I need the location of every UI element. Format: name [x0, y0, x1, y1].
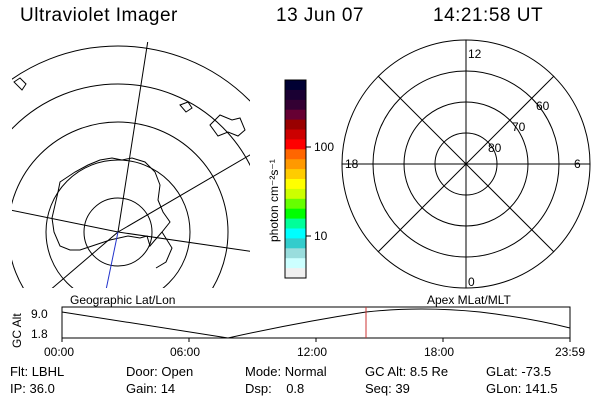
colorbar-segment	[285, 188, 306, 200]
date-readout: 13 Jun 07	[276, 5, 364, 26]
altitude-curve	[61, 308, 571, 339]
colorbar-segment	[285, 99, 306, 111]
mlt-label-18: 18	[345, 157, 359, 171]
geographic-map	[12, 42, 250, 288]
colorbar-segment	[285, 129, 306, 140]
colorbar-segment	[285, 179, 306, 190]
status-mode: Mode: Normal	[245, 364, 327, 379]
colorbar-tick-10: 10	[314, 229, 328, 243]
colorbar-segment	[285, 228, 306, 239]
mlat-label-70: 70	[512, 120, 526, 134]
altitude-plot	[61, 306, 571, 342]
colorbar-segment	[285, 109, 306, 121]
altitude-ytick-1-8: 1.8	[31, 327, 48, 341]
polar-mlt-plot	[341, 39, 591, 289]
colorbar-segment	[285, 169, 306, 180]
colorbar-segment	[285, 248, 306, 259]
mlat-label-80: 80	[488, 141, 502, 155]
status-glon: GLon: 141.5	[486, 381, 558, 396]
mlt-label-0: 0	[468, 275, 475, 289]
app-title: Ultraviolet Imager	[20, 5, 178, 26]
antarctica-outline	[51, 157, 171, 251]
apex-label: Apex MLat/MLT	[427, 293, 511, 307]
altitude-ylabel: GC Alt	[10, 313, 24, 348]
colorbar-segment	[285, 198, 306, 210]
colorbar-tick-100: 100	[314, 140, 334, 154]
colorbar-segment	[285, 149, 306, 160]
altitude-ytick-9: 9.0	[31, 307, 48, 321]
status-door: Door: Open	[126, 364, 194, 379]
mlat-label-60: 60	[536, 99, 550, 113]
colorbar-segment	[285, 218, 306, 229]
time-tick-1200: 12:00	[297, 345, 327, 359]
australia-outline	[209, 114, 246, 137]
colorbar-segment	[285, 159, 306, 170]
colorbar-segment	[285, 208, 306, 220]
colorbar-label: photon cm⁻²s⁻¹	[267, 159, 281, 242]
mlt-label-6: 6	[574, 157, 581, 171]
time-tick-0000: 00:00	[44, 345, 74, 359]
colorbar-segment	[285, 258, 306, 269]
colorbar	[285, 80, 306, 279]
colorbar-segment	[285, 238, 306, 249]
status-gc-alt: GC Alt: 8.5 Re	[365, 364, 449, 379]
time-tick-0600: 06:00	[170, 345, 200, 359]
colorbar-segment	[285, 80, 306, 91]
status-glat: GLat: -73.5	[486, 364, 552, 379]
status-ip: IP: 36.0	[10, 381, 55, 396]
status-gain: Gain: 14	[126, 381, 176, 396]
status-dsp: Dsp: 0.8	[245, 381, 305, 396]
mlt-label-12: 12	[468, 47, 482, 61]
colorbar-segment	[285, 268, 306, 279]
time-tick-1800: 18:00	[424, 345, 454, 359]
colorbar-segment	[285, 89, 306, 101]
colorbar-segment	[285, 119, 306, 130]
status-filter: Flt: LBHL	[10, 364, 65, 379]
colorbar-segment	[285, 139, 306, 150]
time-readout: 14:21:58 UT	[433, 5, 544, 26]
time-tick-2359: 23:59	[555, 345, 585, 359]
geographic-label: Geographic Lat/Lon	[70, 293, 175, 307]
status-seq: Seq: 39	[365, 381, 410, 396]
